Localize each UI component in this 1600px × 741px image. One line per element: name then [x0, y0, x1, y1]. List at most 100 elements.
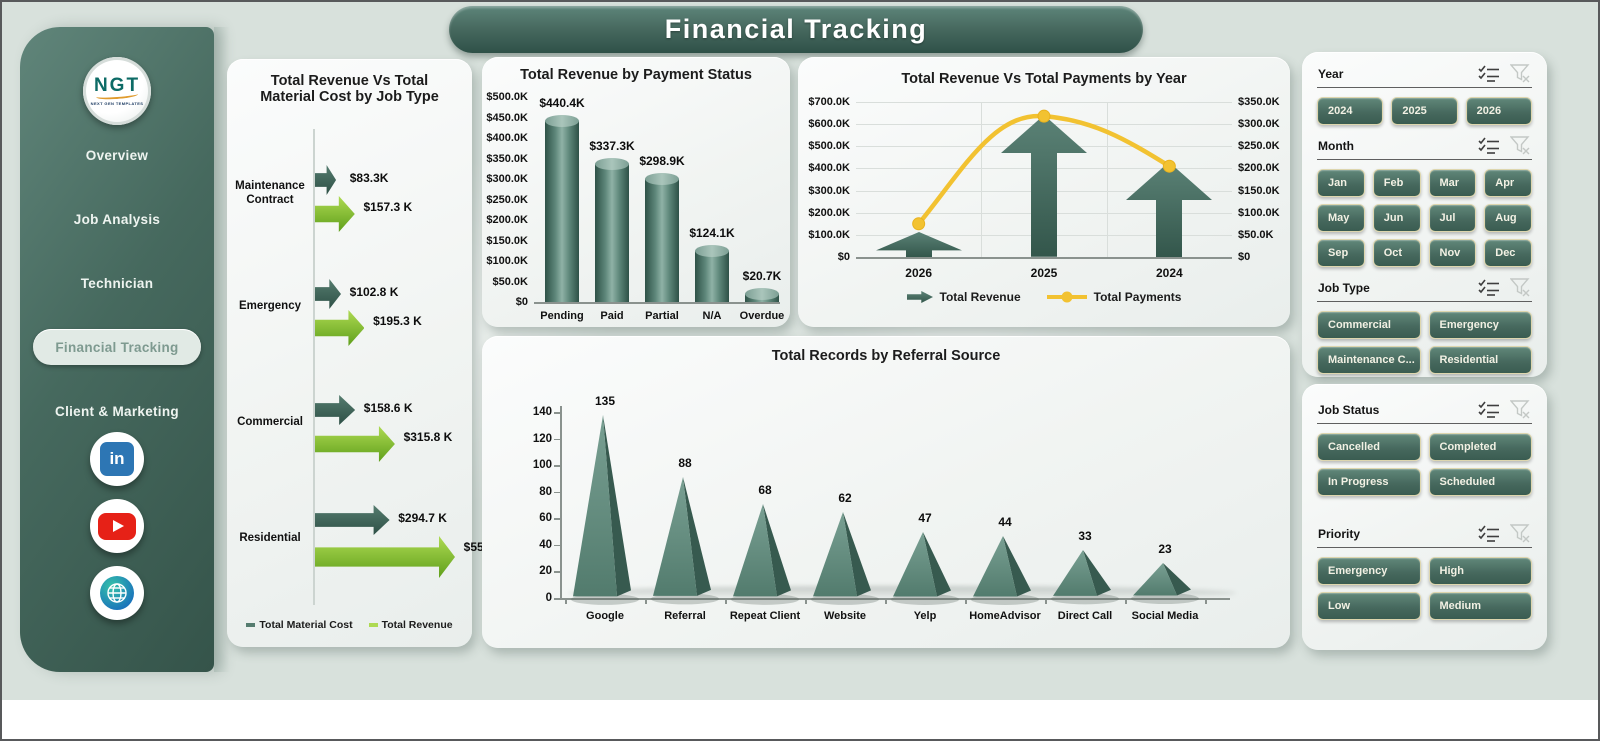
x-axis-line — [534, 302, 780, 304]
pyramid-bar[interactable] — [645, 475, 721, 606]
revenue-arrow-bar[interactable] — [1126, 161, 1213, 257]
y-axis-tick: 140 — [532, 406, 552, 418]
cylinder-bar[interactable] — [595, 157, 629, 302]
filter-option-medium[interactable]: Medium — [1428, 592, 1532, 620]
right-axis-tick: $200.0K — [1238, 162, 1280, 175]
pyramid-bar[interactable] — [725, 502, 801, 606]
filter-option-2025[interactable]: 2025 — [1391, 97, 1458, 125]
pyramid-bar[interactable] — [1125, 561, 1201, 606]
pyramid-bar[interactable] — [565, 413, 641, 606]
filter-option-feb[interactable]: Feb — [1372, 169, 1421, 197]
filter-option-may[interactable]: May — [1317, 204, 1365, 232]
legend-label: Total Payments — [1093, 290, 1182, 304]
ngt-logo: NGT NEXT GEN TEMPLATES — [83, 57, 151, 125]
filter-option-oct[interactable]: Oct — [1372, 239, 1421, 267]
pyramid-bar[interactable] — [885, 530, 961, 606]
value-label: $124.1K — [689, 226, 735, 241]
x-tick-mark — [885, 598, 887, 604]
left-axis-tick: $500.0K — [808, 140, 850, 153]
filter-option-completed[interactable]: Completed — [1428, 433, 1532, 461]
filter-option-low[interactable]: Low — [1317, 592, 1421, 620]
revenue-arrow-bar[interactable] — [1001, 115, 1087, 257]
x-tick-mark — [645, 598, 647, 604]
sidebar-item-overview[interactable]: Overview — [85, 147, 149, 163]
x-tick-mark — [1045, 598, 1047, 604]
filter-label: Job Status — [1318, 402, 1380, 417]
filter-option-scheduled[interactable]: Scheduled — [1428, 468, 1532, 496]
multi-select-icon[interactable] — [1478, 137, 1500, 154]
filter-option-jun[interactable]: Jun — [1372, 204, 1421, 232]
value-label: $195.3 K — [373, 314, 422, 328]
y-tick-mark — [554, 412, 560, 414]
filter-option-in-progress[interactable]: In Progress — [1317, 468, 1421, 496]
linkedin-button[interactable]: in — [90, 432, 144, 486]
sidebar: NGT NEXT GEN TEMPLATES Overview Job Analy… — [20, 27, 214, 672]
cylinder-bar[interactable] — [545, 115, 579, 302]
filter-options: Jan Feb Mar Apr May Jun Jul Aug Sep Oct Nov Dec — [1317, 169, 1532, 267]
revenue-arrow-bar[interactable] — [875, 231, 962, 257]
sidebar-item-client-marketing[interactable]: Client & Marketing — [55, 403, 179, 419]
clear-filter-icon[interactable] — [1510, 400, 1531, 419]
linkedin-icon: in — [100, 442, 134, 476]
filter-option-aug[interactable]: Aug — [1484, 204, 1532, 232]
chart-title: Total Revenue Vs Total Material Cost by … — [260, 73, 439, 105]
multi-select-icon[interactable] — [1478, 401, 1500, 418]
filter-header-icons — [1478, 400, 1531, 419]
category-label: Emergency — [238, 300, 301, 312]
y-axis-tick: $100.0K — [486, 255, 528, 267]
cylinder-bar[interactable] — [645, 173, 679, 302]
filter-option-sep[interactable]: Sep — [1317, 239, 1365, 267]
value-label: $157.3 K — [363, 200, 413, 214]
website-button[interactable] — [90, 566, 144, 620]
filter-panel-bottom: Job Status Cancelled Completed In Progress S… — [1302, 384, 1547, 650]
filter-option-emergency[interactable]: Emergency — [1428, 311, 1532, 339]
filter-option-jan[interactable]: Jan — [1317, 169, 1365, 197]
x-tick-mark — [1125, 598, 1127, 604]
pyramid-bar[interactable] — [965, 534, 1041, 606]
y-axis-tick: $50.0K — [492, 275, 528, 288]
sidebar-item-financial-tracking[interactable]: Financial Tracking — [33, 329, 201, 365]
filter-option-dec[interactable]: Dec — [1484, 239, 1532, 267]
multi-select-icon[interactable] — [1478, 65, 1500, 82]
y-axis-tick: 60 — [539, 512, 552, 525]
left-axis-tick: $0 — [837, 251, 850, 263]
filter-option-maintenance-c[interactable]: Maintenance C... — [1317, 346, 1421, 374]
pyramid-bar[interactable] — [1045, 548, 1121, 606]
clear-filter-icon[interactable] — [1510, 136, 1531, 155]
y-tick-mark — [554, 544, 560, 547]
clear-filter-icon[interactable] — [1510, 524, 1531, 543]
y-axis-tick: $250.0K — [486, 193, 528, 206]
filter-option-nov[interactable]: Nov — [1428, 239, 1477, 267]
value-label: $83.3K — [349, 171, 389, 185]
clear-filter-icon[interactable] — [1510, 278, 1531, 297]
logo-text: NGT — [93, 75, 141, 96]
sidebar-item-technician[interactable]: Technician — [80, 275, 154, 291]
filter-option-residential[interactable]: Residential — [1428, 346, 1532, 374]
filter-option-commercial[interactable]: Commercial — [1317, 311, 1421, 339]
filter-option-mar[interactable]: Mar — [1428, 169, 1477, 197]
category-label: Residential — [239, 532, 301, 544]
filter-option-cancelled[interactable]: Cancelled — [1317, 433, 1421, 461]
youtube-button[interactable] — [90, 499, 144, 553]
pyramid-bar[interactable] — [805, 510, 881, 606]
filter-option-high[interactable]: High — [1428, 557, 1532, 585]
x-tick-mark — [805, 598, 807, 604]
clear-filter-icon[interactable] — [1510, 64, 1531, 83]
filter-option-2026[interactable]: 2026 — [1465, 97, 1532, 125]
filter-option-jul[interactable]: Jul — [1428, 204, 1477, 232]
x-tick-mark — [965, 598, 967, 604]
x-tick-mark — [565, 598, 567, 604]
sidebar-item-job-analysis[interactable]: Job Analysis — [73, 211, 161, 227]
filter-option-apr[interactable]: Apr — [1484, 169, 1532, 197]
cylinder-bar[interactable] — [745, 287, 779, 302]
y-tick-mark — [554, 571, 560, 573]
category-label: Overdue — [739, 310, 785, 322]
multi-select-icon[interactable] — [1478, 525, 1500, 542]
filter-option-emergency[interactable]: Emergency — [1317, 557, 1421, 585]
y-axis-tick: 100 — [532, 459, 552, 472]
filter-option-2024[interactable]: 2024 — [1317, 97, 1384, 125]
multi-select-icon[interactable] — [1478, 279, 1500, 296]
filter-header: Job Type — [1317, 276, 1532, 302]
cylinder-bar[interactable] — [695, 245, 729, 302]
